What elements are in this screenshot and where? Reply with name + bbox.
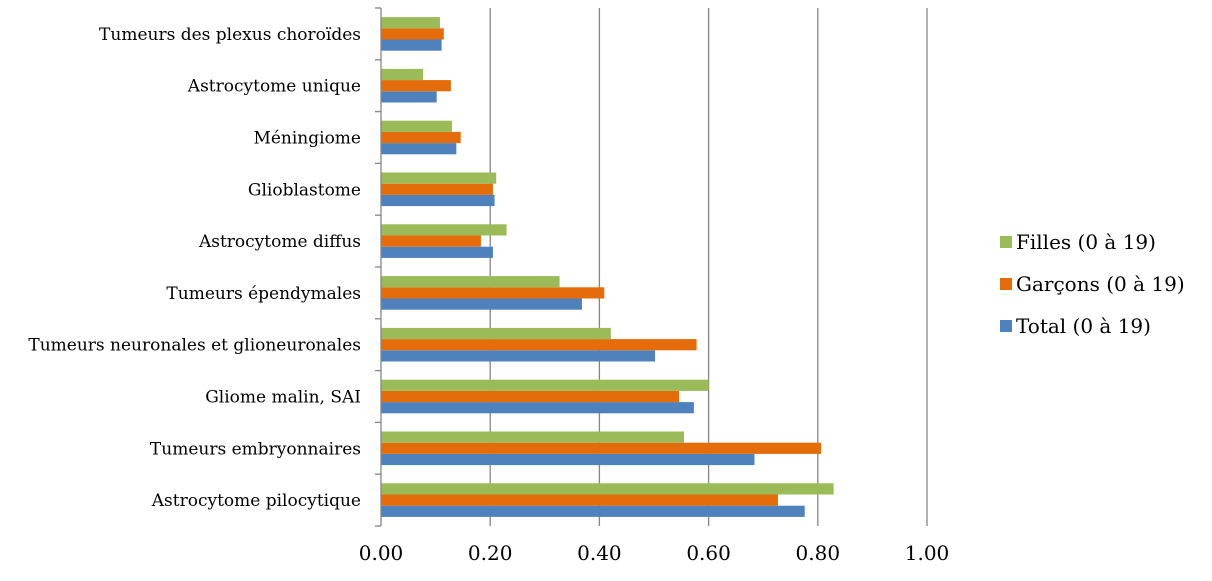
bar [381,339,697,351]
axes [375,7,382,527]
x-tick-label: 0.80 [796,541,841,565]
category-label: Gliome malin, SAI [205,388,361,408]
bar [381,120,452,132]
bar [381,287,605,299]
bars [381,17,834,517]
x-tick-labels: 0.00 0.20 0.40 0.60 0.80 1.00 [359,541,950,565]
bar [381,505,805,517]
bar [381,494,778,506]
bar [381,390,680,403]
category-label: Tumeurs épendymales [166,284,361,304]
x-tick-label: 0.40 [577,541,622,565]
bar [381,143,457,155]
bar [381,379,709,391]
bar [381,91,437,103]
bar [381,172,497,184]
legend-swatch [1000,320,1012,332]
legend-label: Garçons (0 à 19) [1016,272,1185,296]
x-tick-label: 0.20 [468,541,513,565]
bar [381,131,461,144]
category-label: Astrocytome unique [187,77,361,97]
legend-swatch [1000,236,1012,248]
bar [381,235,481,247]
legend: Filles (0 à 19) Garçons (0 à 19) Total (0 … [1000,230,1185,338]
legend-swatch [1000,278,1012,290]
x-tick-label: 1.00 [905,541,950,565]
bar [381,246,493,258]
bar [381,402,694,414]
category-label: Tumeurs neuronales et glioneuronales [28,336,361,356]
bar [381,327,611,340]
bar [381,194,495,207]
category-label: Tumeurs embryonnaires [150,439,361,459]
legend-label: Filles (0 à 19) [1016,230,1156,254]
category-label: Astrocytome diffus [198,232,361,252]
category-label: Tumeurs des plexus choroïdes [99,25,361,45]
bar [381,483,834,495]
bar [381,276,560,288]
bar [381,431,685,443]
bar [381,298,582,310]
bar [381,80,451,92]
bar [381,39,442,51]
bar [381,224,507,236]
category-label: Astrocytome pilocytique [151,491,361,511]
x-tick-label: 0.60 [686,541,731,565]
x-tick-label: 0.00 [359,541,404,565]
category-label: Glioblastome [248,180,361,200]
category-labels: Astrocytome pilocytique Tumeurs embryonna… [28,25,361,511]
bar [381,183,493,195]
bar [381,442,822,454]
bar [381,350,656,362]
bar [381,68,424,81]
bar [381,17,440,29]
legend-label: Total (0 à 19) [1016,314,1151,338]
bar [381,453,755,466]
category-label: Méningiome [253,129,361,149]
bar [381,28,444,40]
